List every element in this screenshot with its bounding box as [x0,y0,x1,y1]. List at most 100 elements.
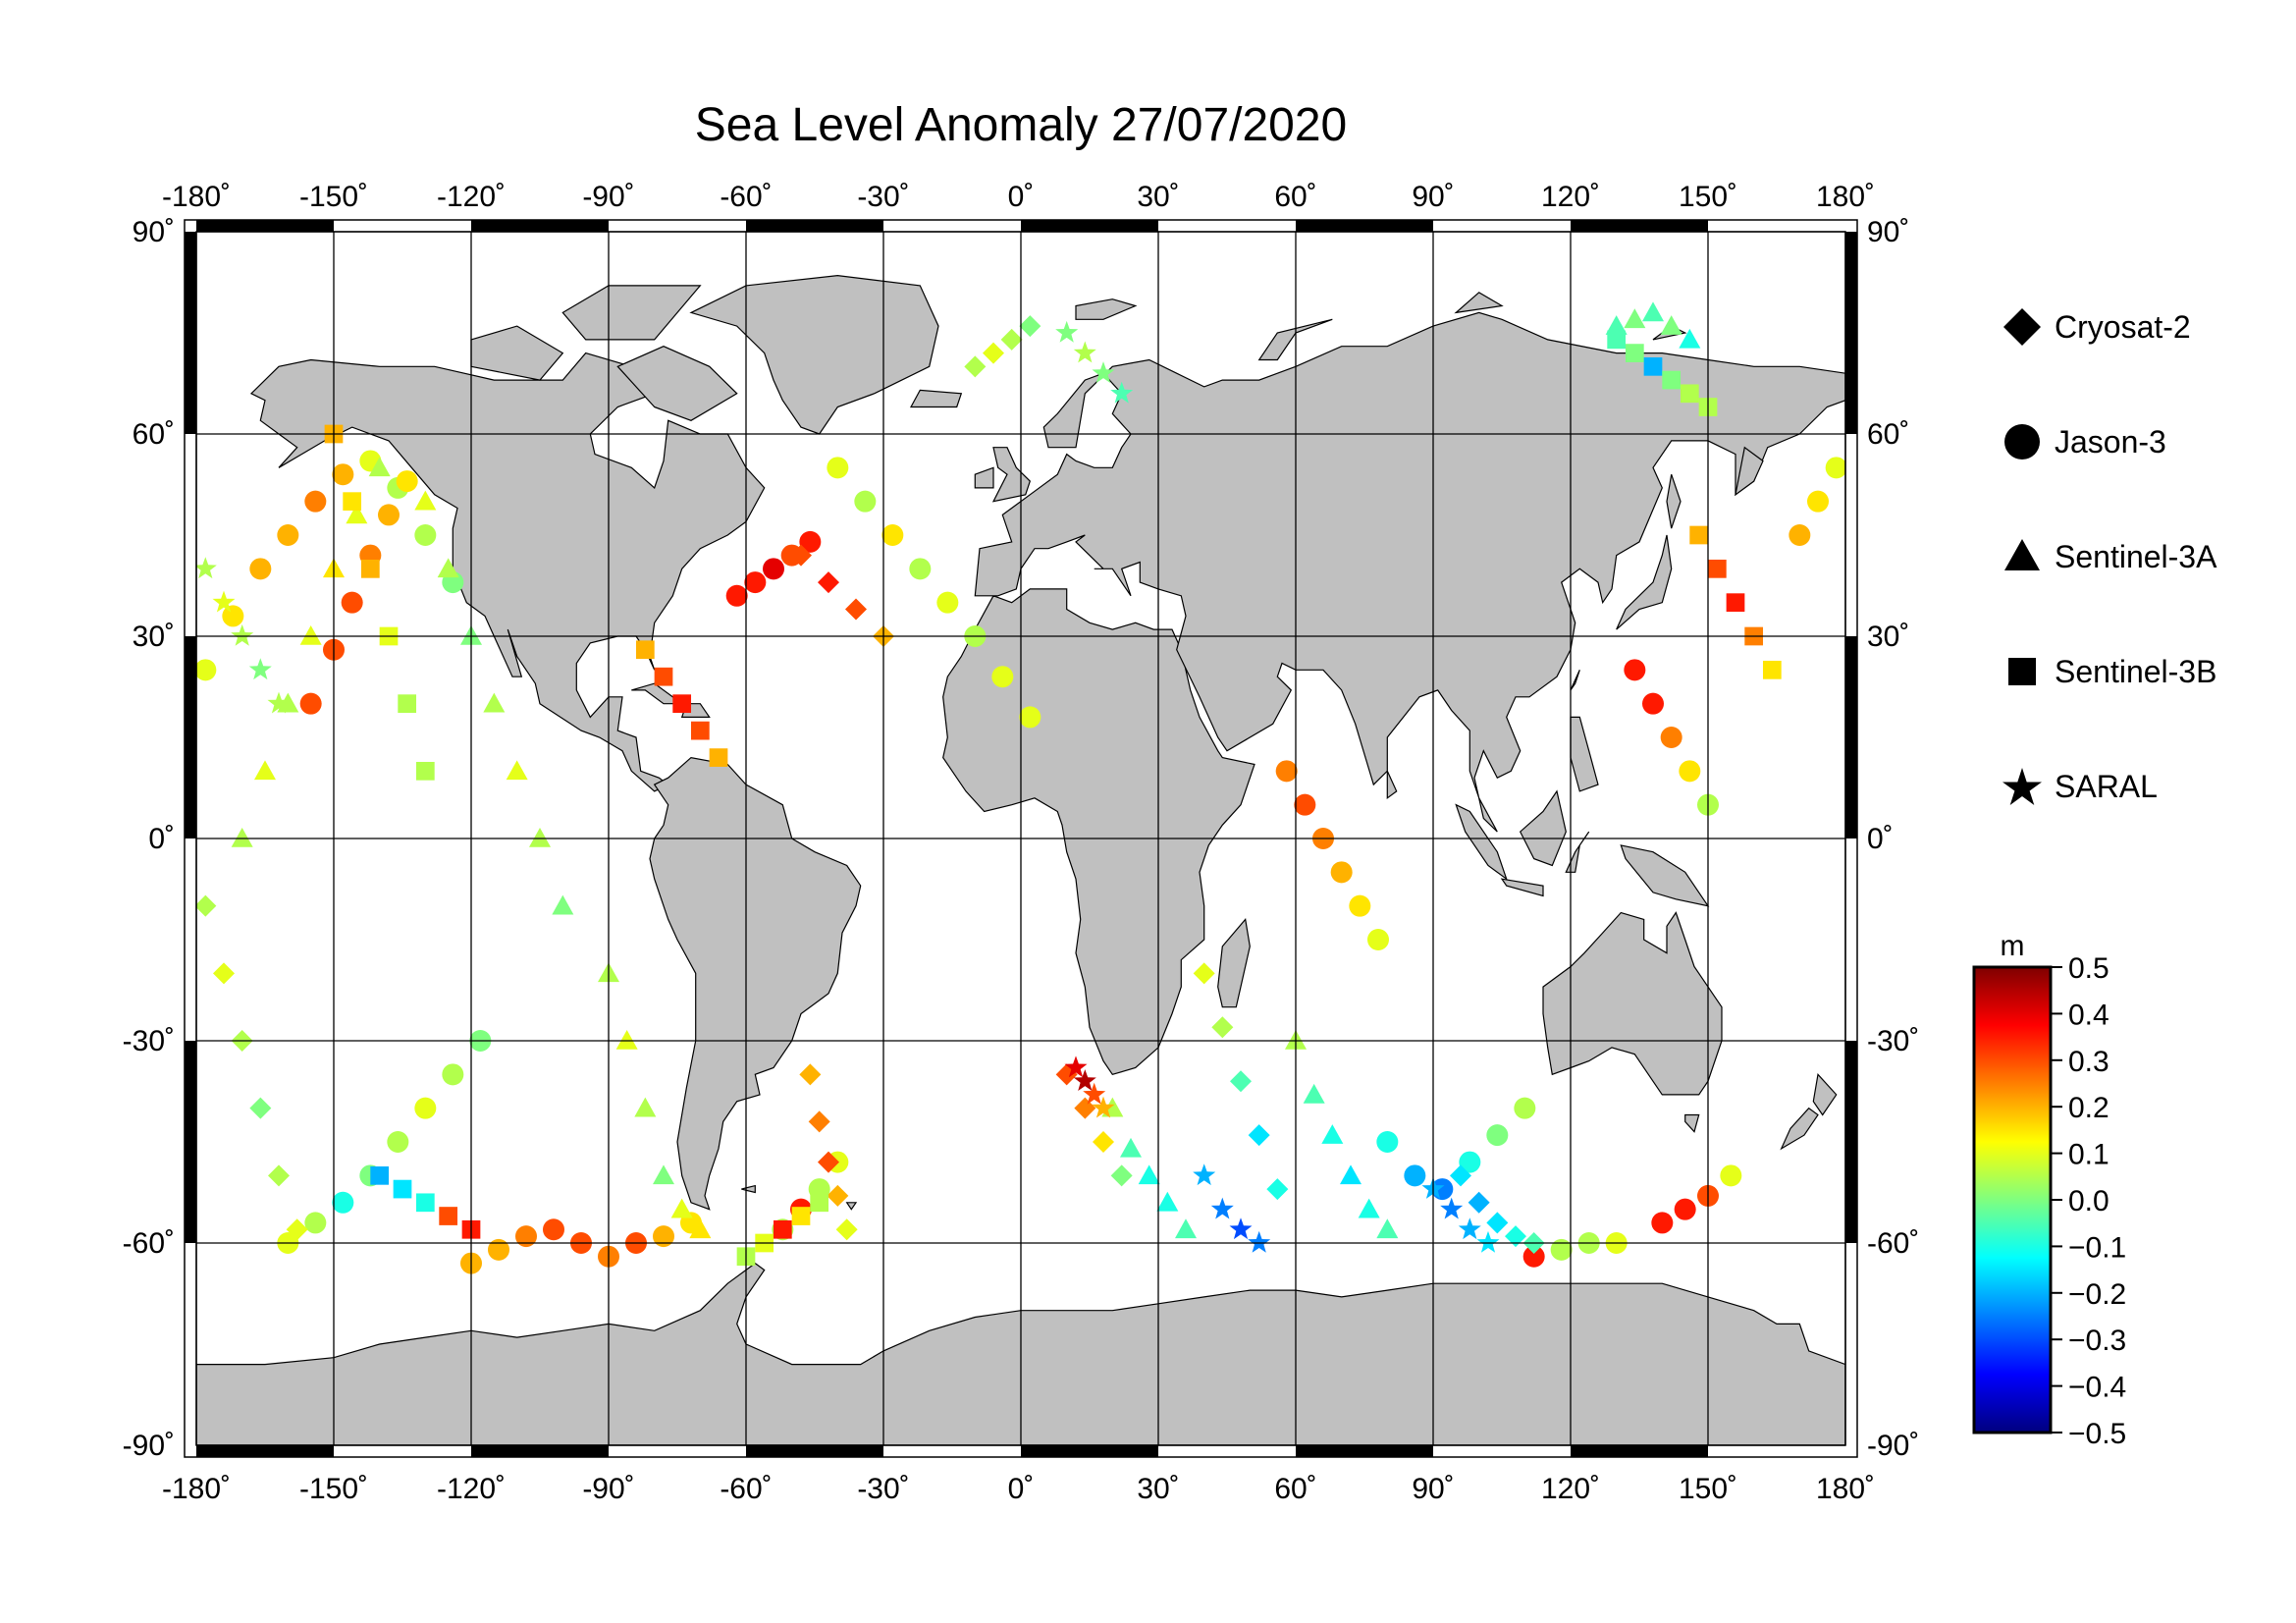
data-point [827,457,849,479]
data-point [1720,1164,1742,1187]
land-sri-lanka [1386,771,1398,799]
lon-tick-label-top: 180˚ [1816,181,1875,213]
triangle-marker-icon [2004,539,2040,570]
lon-tick-label-top: 0˚ [1008,181,1035,213]
land-kamchatka-tip [1735,446,1764,497]
data-point [299,625,322,645]
data-point [1440,1197,1464,1219]
land-new-guinea [1620,844,1710,907]
data-point [1340,1164,1362,1185]
data-point [196,659,217,681]
data-point [653,1225,674,1248]
data-point [818,571,839,594]
data-point [414,524,437,546]
data-point [387,1131,409,1153]
data-point [304,1212,327,1234]
lon-tick-label-top: 150˚ [1679,181,1737,213]
land-novaya-zemlya [1257,318,1333,361]
data-point [196,894,217,917]
data-point [845,598,867,621]
data-point [1120,1137,1142,1158]
data-point [343,492,362,512]
colorbar-tick-label: −0.1 [2068,1231,2126,1264]
data-point [709,748,728,767]
data-point [983,342,1004,364]
data-point [1330,861,1353,884]
data-point [1643,356,1663,376]
data-point [1358,1198,1380,1218]
data-point [653,1164,674,1185]
land-greenland [689,274,939,435]
colorbar-tick-label: −0.5 [2068,1418,2126,1450]
land-falklands [741,1184,756,1194]
lat-tick-label-left: -90˚ [123,1430,175,1462]
map-frame [184,219,1858,1458]
lat-tick-label-right: 0˚ [1867,823,1894,855]
data-point [213,962,235,985]
data-point [442,1063,464,1086]
legend-label: Sentinel-3A [2055,539,2217,574]
lon-tick-label-bottom: -30˚ [857,1473,909,1505]
colorbar-tick-label: −0.4 [2068,1372,2126,1404]
data-point [529,828,551,847]
frame-segment [746,220,883,232]
data-point [299,692,322,715]
data-point [1230,1070,1252,1093]
data-point [1404,1164,1426,1187]
frame-segment [1021,220,1158,232]
data-point [222,605,244,627]
data-point [689,1218,712,1239]
data-point [231,623,254,646]
data-point [744,571,767,594]
data-point [415,1193,435,1213]
data-point [936,591,959,614]
lon-tick-label-bottom: 0˚ [1008,1473,1035,1505]
map-title: Sea Level Anomaly 27/07/2020 [695,99,1348,151]
lon-tick-label-bottom: 90˚ [1412,1473,1454,1505]
data-point [552,894,574,915]
lon-tick-label-top: 30˚ [1137,181,1179,213]
data-point [909,558,932,580]
data-point [1522,1245,1545,1268]
land-sakhalin [1666,474,1682,529]
frame-segment [1845,232,1857,434]
data-point [1660,727,1682,748]
data-point [1825,457,1845,479]
frame-segment [1845,1041,1857,1243]
land-japan [1616,534,1673,630]
data-point [763,558,784,580]
data-point [415,761,435,781]
land-java [1500,878,1544,897]
colorbar: m 0.5 0.4 0.3 0.2 0.1 0.0 −0.1 −0.2 −0.3 −0.4 −0.5 [1972,930,2126,1450]
data-point [964,355,987,378]
data-point [1674,1198,1696,1220]
data-point [654,667,673,686]
square-marker-icon [2008,658,2036,685]
land-sumatra [1455,803,1508,881]
legend-label: Cryosat-2 [2055,309,2191,345]
frame-segment [196,1445,334,1457]
data-point [1651,1212,1674,1234]
lon-tick-label-top: 120˚ [1541,181,1600,213]
colorbar-unit: m [2001,930,2025,962]
data-point [1093,1131,1114,1153]
data-point [378,504,400,526]
frame-segment [185,1041,196,1243]
data-point [1376,1218,1399,1239]
data-point [1275,760,1298,783]
legend-label: Sentinel-3B [2055,654,2216,689]
data-point [1156,1191,1179,1212]
lat-tick-label-right: -30˚ [1867,1025,1919,1057]
data-point [1550,1238,1573,1261]
land-north-america [249,352,766,792]
data-point [1092,361,1115,383]
data-point [1064,1055,1088,1078]
data-point [1083,1082,1106,1105]
data-point [808,1110,830,1133]
data-point [1210,1197,1234,1219]
legend-item-jason-3: Jason-3 [2004,424,2166,460]
lat-tick-label-left: 0˚ [148,823,175,855]
data-point [1624,659,1646,681]
data-point [268,1164,290,1187]
data-point [773,1219,792,1239]
